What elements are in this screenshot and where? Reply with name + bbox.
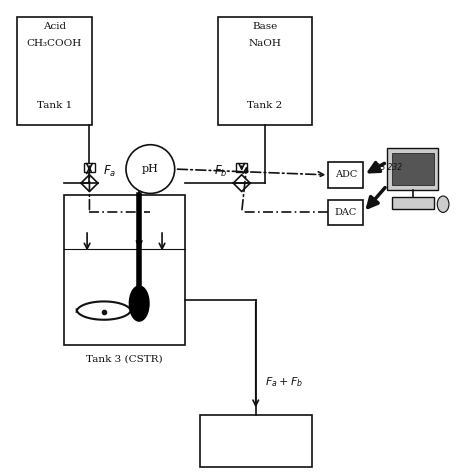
- Bar: [200, 415, 312, 466]
- Text: Acid: Acid: [43, 22, 66, 31]
- Text: $F_a + F_b$: $F_a + F_b$: [265, 375, 303, 389]
- Text: Tank 2: Tank 2: [247, 100, 283, 109]
- Bar: [328, 200, 364, 225]
- Text: RS 232: RS 232: [375, 164, 402, 173]
- Text: Tank 3 (CSTR): Tank 3 (CSTR): [86, 354, 163, 363]
- Bar: [64, 195, 185, 345]
- Text: DAC: DAC: [335, 208, 357, 217]
- Ellipse shape: [437, 196, 449, 212]
- Text: ADC: ADC: [335, 171, 357, 180]
- Text: Base: Base: [253, 22, 278, 31]
- Text: $F_b$: $F_b$: [214, 164, 228, 179]
- Text: $F_a$: $F_a$: [103, 164, 117, 179]
- Text: NaOH: NaOH: [249, 39, 282, 48]
- Text: CH₃COOH: CH₃COOH: [27, 39, 82, 48]
- Bar: [392, 197, 434, 209]
- Bar: [84, 164, 95, 173]
- Bar: [17, 17, 92, 125]
- Text: pH: pH: [142, 164, 159, 174]
- Bar: [392, 153, 434, 185]
- Text: Tank 1: Tank 1: [36, 100, 72, 109]
- Bar: [237, 164, 247, 173]
- Circle shape: [126, 145, 175, 193]
- Bar: [218, 17, 312, 125]
- Ellipse shape: [129, 286, 149, 321]
- Bar: [387, 148, 438, 190]
- Bar: [328, 162, 364, 188]
